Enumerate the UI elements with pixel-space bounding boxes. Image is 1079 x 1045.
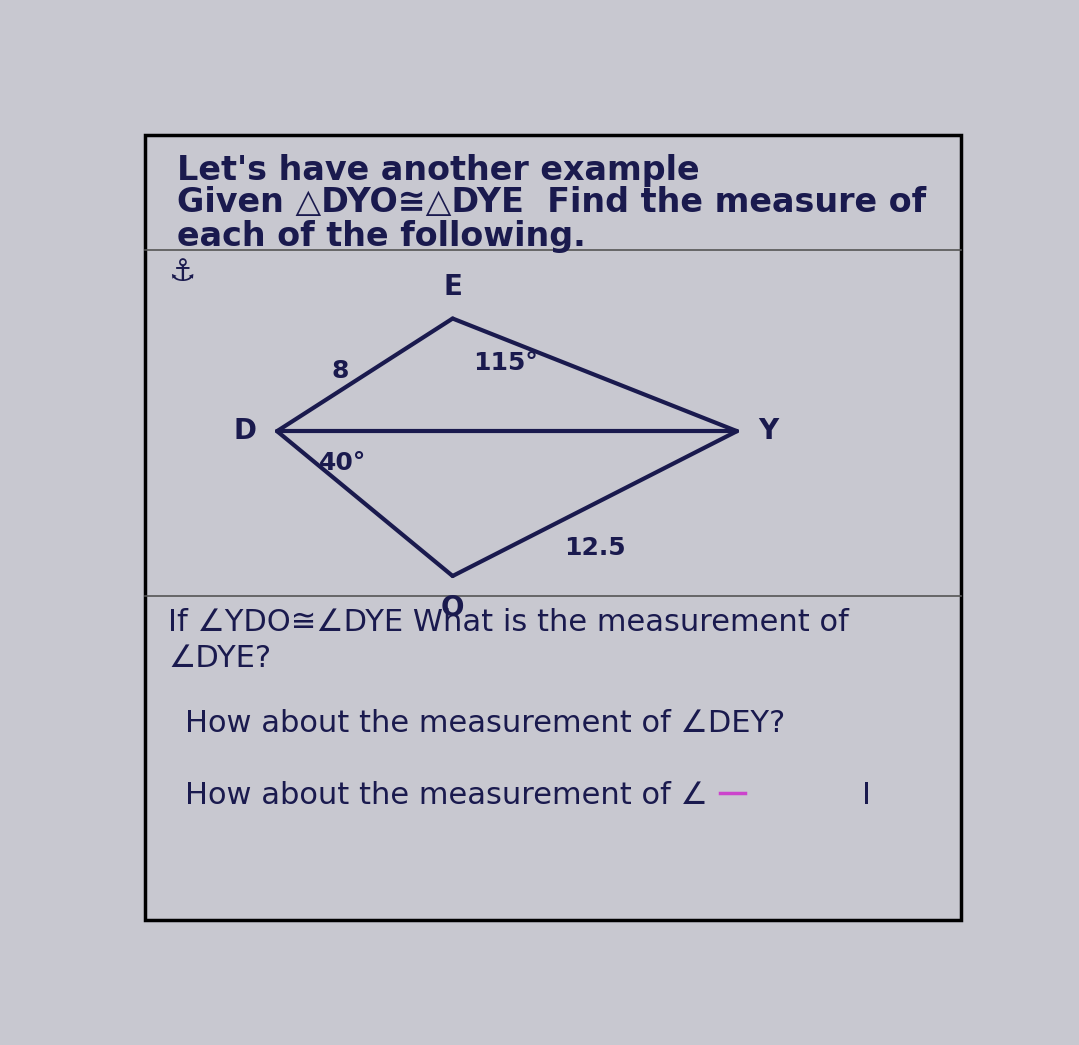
Text: Y: Y [757, 417, 778, 445]
Text: How about the measurement of ∠DEY?: How about the measurement of ∠DEY? [186, 709, 786, 738]
Text: ∠DYE?: ∠DYE? [168, 645, 272, 673]
Text: E: E [443, 273, 462, 301]
Text: 8: 8 [331, 358, 349, 382]
Text: Given △DYO≅△DYE  Find the measure of: Given △DYO≅△DYE Find the measure of [177, 186, 926, 218]
Text: ⚓: ⚓ [168, 258, 195, 287]
Text: Let's have another example: Let's have another example [177, 154, 699, 187]
Text: 40°: 40° [319, 451, 366, 475]
Text: 12.5: 12.5 [564, 536, 626, 560]
Text: How about the measurement of ∠: How about the measurement of ∠ [186, 782, 708, 810]
Text: I: I [862, 782, 872, 810]
Text: each of the following.: each of the following. [177, 220, 586, 253]
Text: D: D [233, 417, 256, 445]
Text: If ∠YDO≅∠DYE What is the measurement of: If ∠YDO≅∠DYE What is the measurement of [168, 608, 849, 637]
Text: O: O [441, 594, 464, 622]
Text: 115°: 115° [474, 351, 538, 375]
